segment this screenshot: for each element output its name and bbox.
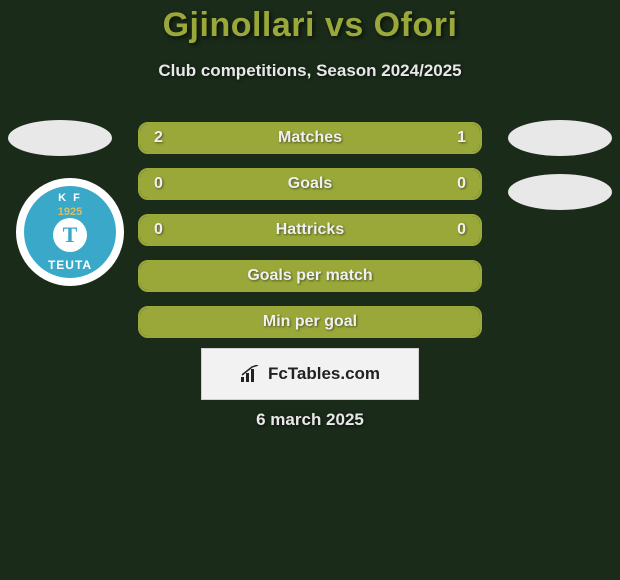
stat-row-matches: 21Matches — [138, 122, 482, 154]
brand-box[interactable]: FcTables.com — [201, 348, 419, 400]
date: 6 march 2025 — [0, 410, 620, 430]
stat-row-min-per-goal: Min per goal — [138, 306, 482, 338]
stat-label: Goals per match — [140, 267, 480, 285]
stat-row-goals-per-match: Goals per match — [138, 260, 482, 292]
club-badge: K F 1925 T TEUTA — [16, 178, 124, 286]
stat-label: Hattricks — [140, 221, 480, 239]
stat-label: Min per goal — [140, 313, 480, 331]
stat-rows: 21Matches 00Goals 00Hattricks Goals per mat… — [138, 122, 482, 352]
brand-text: FcTables.com — [268, 364, 380, 384]
flag-badge-right-2 — [508, 174, 612, 210]
club-year: 1925 — [24, 206, 116, 218]
page-title: Gjinollari vs Ofori — [0, 0, 620, 45]
stat-label: Matches — [140, 129, 480, 147]
club-kf: K F — [24, 192, 116, 204]
subtitle: Club competitions, Season 2024/2025 — [0, 61, 620, 81]
stat-row-goals: 00Goals — [138, 168, 482, 200]
flag-badge-left — [8, 120, 112, 156]
club-letter: T — [53, 218, 87, 252]
club-badge-inner: K F 1925 T TEUTA — [24, 186, 116, 278]
club-name: TEUTA — [24, 258, 116, 272]
stat-row-hattricks: 00Hattricks — [138, 214, 482, 246]
stat-label: Goals — [140, 175, 480, 193]
flag-badge-right-1 — [508, 120, 612, 156]
chart-icon — [240, 365, 262, 383]
